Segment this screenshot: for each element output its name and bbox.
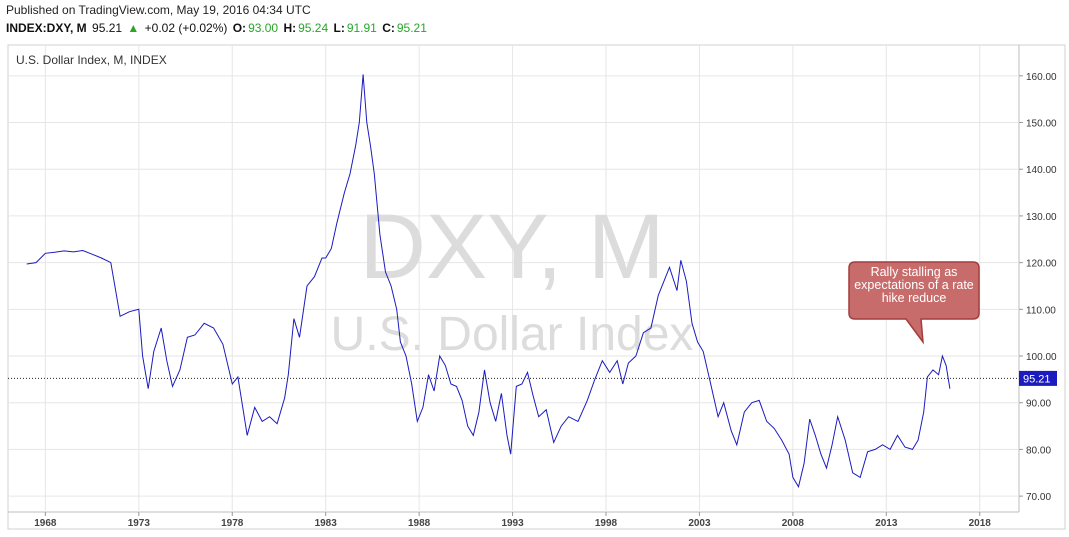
x-tick-label: 1968	[34, 518, 57, 529]
x-tick-label: 2003	[688, 518, 711, 529]
x-tick-label: 1983	[315, 518, 338, 529]
last-price-tag: 95.21	[1019, 370, 1057, 386]
open-value: 93.00	[248, 21, 279, 35]
close-value: 95.21	[396, 21, 427, 35]
y-tick-label: 130.00	[1026, 212, 1057, 223]
chart-frame	[7, 44, 1066, 530]
series-line	[26, 74, 951, 489]
change-value: +0.02 (+0.02%)	[144, 21, 228, 35]
x-tick-label: 1988	[408, 518, 431, 529]
watermark-name: U.S. Dollar Index	[331, 308, 694, 361]
callout-bubble	[848, 261, 980, 345]
watermark-symbol: DXY, M	[359, 196, 664, 298]
open-label: O:	[232, 21, 247, 35]
published-caption: Published on TradingView.com, May 19, 20…	[6, 3, 311, 17]
y-tick-label: 80.00	[1026, 445, 1051, 456]
y-tick-label: 120.00	[1026, 259, 1057, 270]
x-tick-label: 2013	[875, 518, 898, 529]
y-tick-label: 70.00	[1026, 492, 1051, 503]
chart-title: U.S. Dollar Index, M, INDEX	[16, 53, 167, 67]
watermark: DXY, M U.S. Dollar Index	[331, 196, 694, 361]
high-value: 95.24	[298, 21, 329, 35]
x-tick-label: 2008	[782, 518, 805, 529]
x-axis-ticks: 1968 1973 1978 1983 1988 1993 1998 2003 2008 2013…	[34, 512, 991, 529]
y-axis-ticks: 70.00 80.00 90.00 100.00 110.00 120.00 130.00 1…	[1019, 72, 1057, 503]
symbol-label: INDEX:DXY, M	[6, 21, 87, 35]
last-price-tag-box	[1019, 370, 1057, 386]
quote-bar: INDEX:DXY, M 95.21 ▲ +0.02 (+0.02%) O: 93…	[6, 21, 429, 35]
y-tick-label: 90.00	[1026, 399, 1051, 410]
close-label: C:	[382, 21, 395, 35]
annotation-text: Rally stalling as expectations of a rate…	[854, 265, 974, 305]
grid	[8, 45, 1019, 512]
y-tick-label: 110.00	[1026, 305, 1056, 316]
x-tick-label: 1998	[595, 518, 618, 529]
x-tick-label: 1978	[221, 518, 244, 529]
up-arrow-icon: ▲	[127, 21, 140, 35]
last-price-tag-label: 95.21	[1023, 373, 1051, 385]
high-label: H:	[283, 21, 297, 35]
y-tick-label: 100.00	[1026, 352, 1057, 363]
low-label: L:	[333, 21, 345, 35]
annotation-callout	[848, 261, 980, 345]
y-tick-label: 150.00	[1026, 119, 1057, 130]
x-tick-label: 2018	[969, 518, 992, 529]
last-price: 95.21	[92, 21, 123, 35]
low-value: 91.91	[346, 21, 377, 35]
y-tick-label: 140.00	[1026, 165, 1057, 176]
x-tick-label: 1993	[501, 518, 524, 529]
y-tick-label: 160.00	[1026, 72, 1057, 83]
x-tick-label: 1973	[128, 518, 151, 529]
